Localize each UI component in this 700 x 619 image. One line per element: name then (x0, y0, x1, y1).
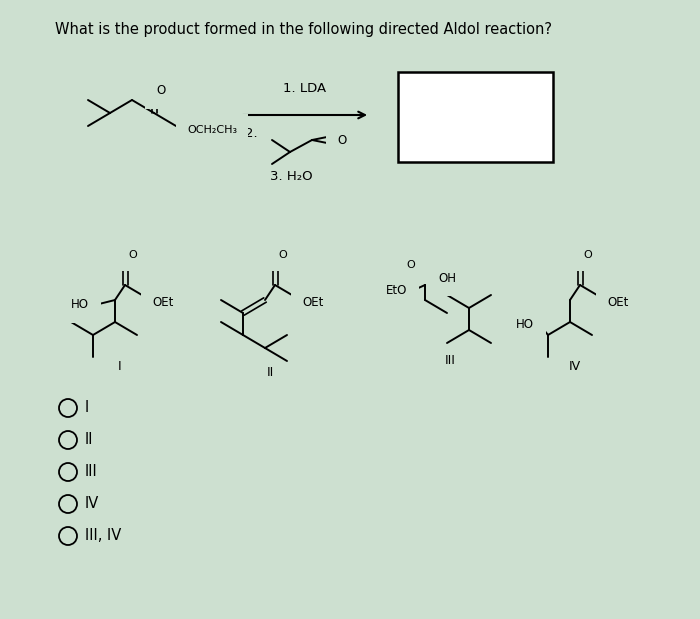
Text: III, IV: III, IV (85, 529, 121, 543)
Text: I: I (85, 400, 90, 415)
Bar (398, 72, 553, 162)
Text: IV: IV (85, 496, 99, 511)
Text: I: I (118, 360, 122, 373)
Text: II: II (267, 365, 274, 378)
Text: OEt: OEt (302, 295, 323, 308)
Text: O: O (129, 250, 137, 260)
Text: 2.: 2. (245, 127, 258, 140)
Text: O: O (584, 250, 592, 260)
Text: II: II (85, 433, 94, 448)
Text: 1. LDA: 1. LDA (284, 82, 327, 95)
Text: O: O (279, 250, 288, 260)
Text: III: III (85, 464, 98, 480)
Text: OEt: OEt (153, 295, 174, 308)
Text: 3. H₂O: 3. H₂O (270, 170, 313, 183)
Text: III: III (444, 353, 456, 366)
Text: OEt: OEt (608, 295, 629, 308)
Text: O: O (407, 260, 415, 270)
Text: EtO: EtO (386, 284, 407, 297)
Text: HO: HO (71, 298, 89, 311)
Text: IV: IV (569, 360, 581, 373)
Text: OH: OH (438, 272, 456, 285)
Text: What is the product formed in the following directed Aldol reaction?: What is the product formed in the follow… (55, 22, 552, 37)
Text: HO: HO (516, 319, 534, 332)
Text: OCH₂CH₃: OCH₂CH₃ (187, 125, 237, 135)
Text: O: O (337, 134, 346, 147)
Text: O: O (156, 85, 166, 98)
